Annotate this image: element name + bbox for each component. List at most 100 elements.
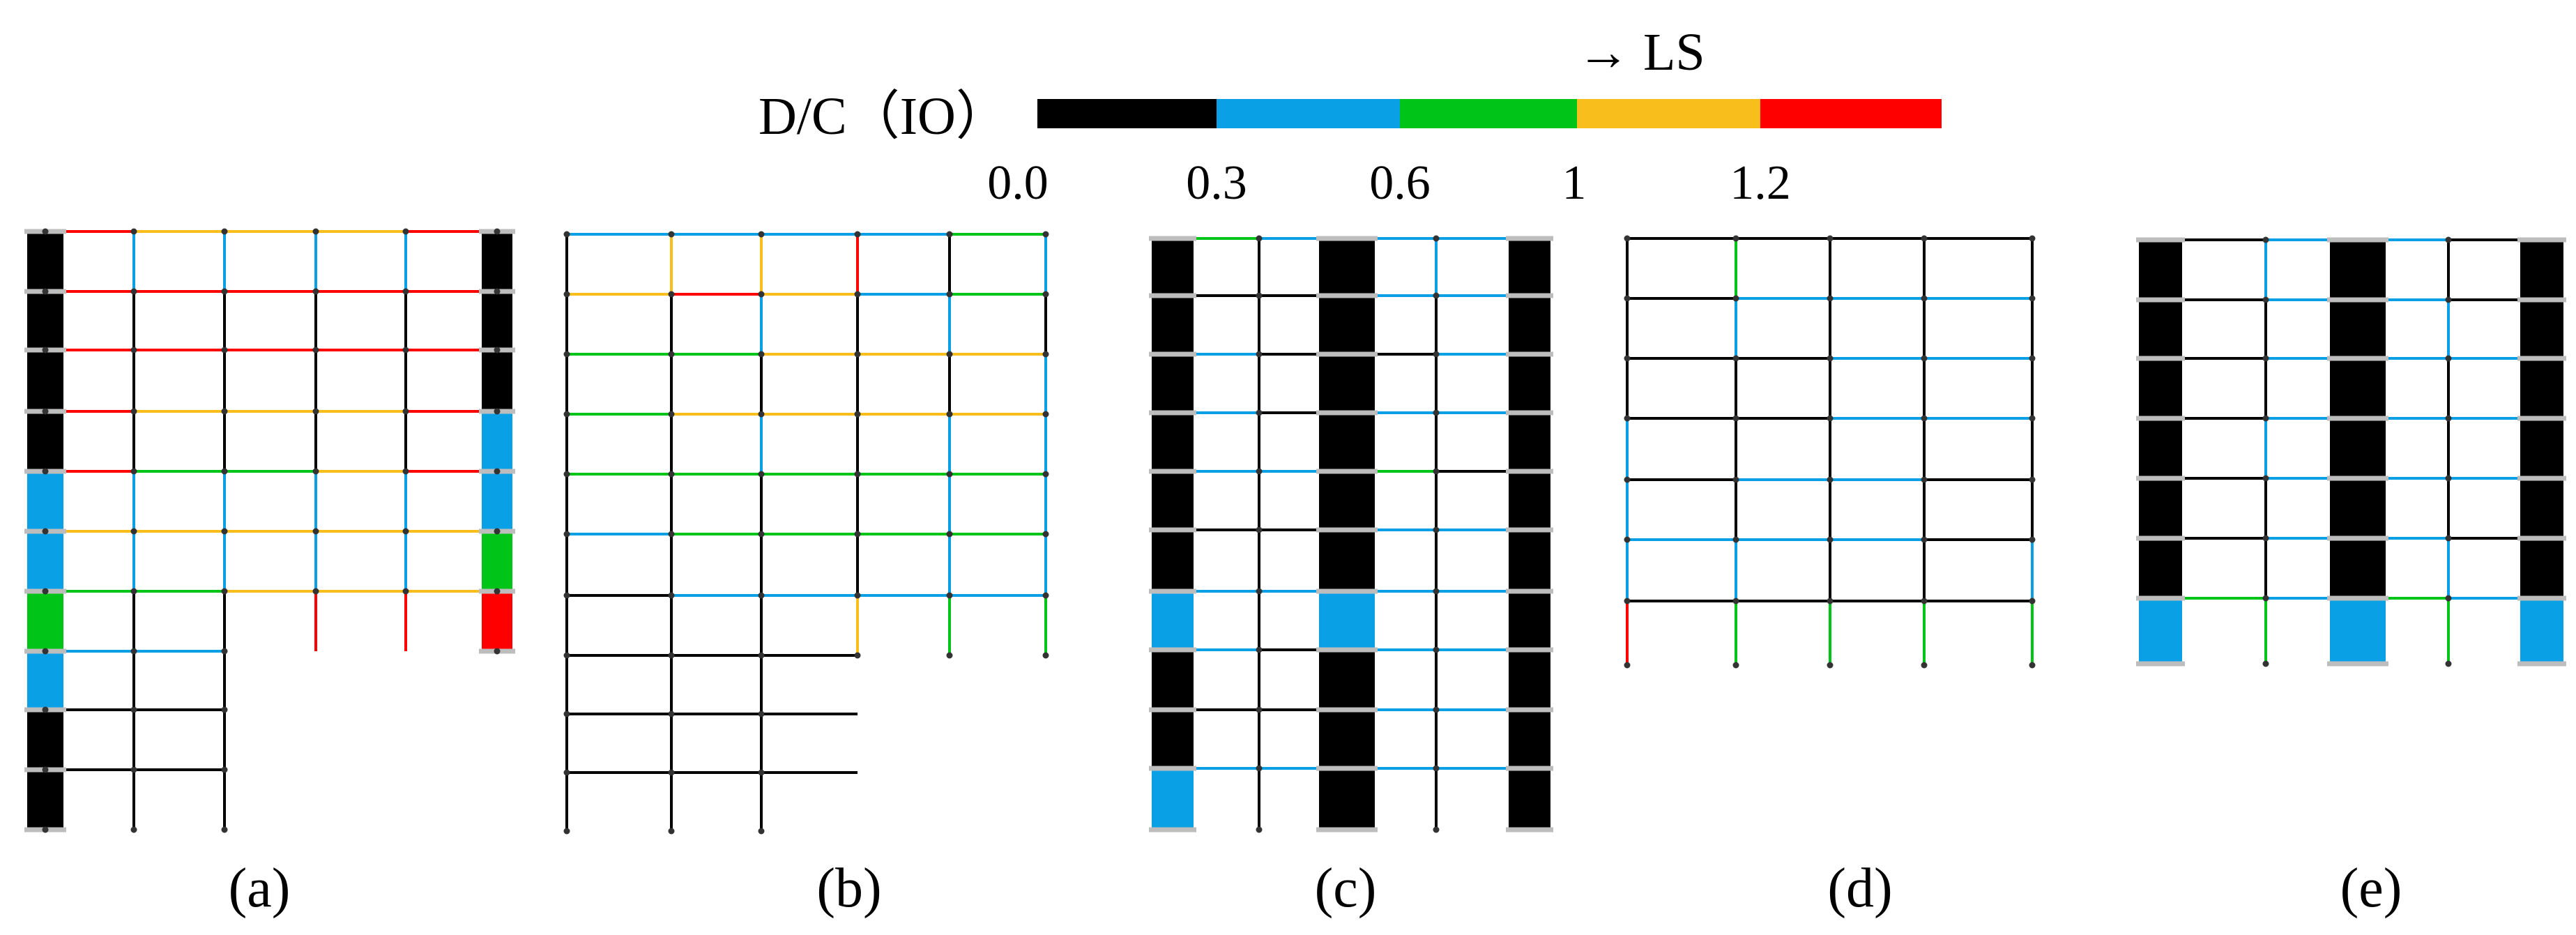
frame-joint: [2445, 475, 2452, 482]
shear-wall-segment: [27, 591, 63, 651]
frame-joint: [1433, 588, 1440, 595]
frame-joint: [1256, 292, 1263, 299]
shear-wall-segment: [2520, 478, 2563, 538]
shear-wall-segment: [1152, 413, 1194, 471]
shear-wall-segment: [1509, 354, 1550, 413]
frame-joint: [2029, 662, 2036, 669]
frame-joint: [312, 528, 319, 535]
frame-joint: [1256, 646, 1263, 653]
frame-joint: [854, 351, 861, 358]
frame-joint: [494, 228, 501, 235]
shear-wall-segment: [2520, 418, 2563, 478]
frame-joint: [221, 588, 228, 595]
frame-joint: [1827, 536, 1834, 543]
shear-wall-segment: [1509, 710, 1550, 768]
shear-wall-segment: [27, 471, 63, 531]
frame-joint: [130, 468, 137, 475]
frame-joint: [668, 351, 675, 358]
legend-segment-black: [1037, 99, 1217, 128]
shear-wall-segment: [482, 350, 512, 411]
legend-arrow-label: → LS: [1577, 23, 1705, 82]
frame-joint: [1624, 355, 1631, 362]
frame-joint: [221, 347, 228, 354]
shear-wall-segment: [1319, 471, 1375, 530]
frame-joint: [2262, 355, 2269, 362]
frame-joint: [563, 652, 570, 659]
frame-joint: [2445, 415, 2452, 422]
shear-wall-segment: [27, 291, 63, 350]
shear-wall-segment: [2330, 358, 2386, 418]
frame-joint: [2445, 296, 2452, 303]
frame-joint: [1624, 598, 1631, 605]
shear-wall-segment: [2520, 358, 2563, 418]
frame-joint: [2029, 355, 2036, 362]
shear-wall-segment: [1319, 768, 1375, 830]
frame-joint: [42, 648, 49, 655]
frame-joint: [1042, 411, 1049, 418]
frame-joint: [668, 531, 675, 538]
frame-joint: [1256, 706, 1263, 713]
frame-joint: [668, 769, 675, 776]
shear-wall-segment: [2330, 478, 2386, 538]
shear-wall-segment: [27, 531, 63, 591]
frame-joint: [1921, 355, 1928, 362]
legend-color-bar: [1037, 99, 1942, 128]
frame-joint: [494, 347, 501, 354]
frame-joint: [668, 592, 675, 599]
legend-tick-4: 1.2: [1730, 156, 1791, 210]
frame-joint: [1433, 646, 1440, 653]
frame-joint: [221, 228, 228, 235]
shear-wall-segment: [27, 710, 63, 770]
frame-joint: [42, 588, 49, 595]
frame-joint: [758, 531, 765, 538]
frame-joint: [758, 592, 765, 599]
panel-caption-d: (d): [1827, 858, 1892, 919]
frame-joint: [563, 592, 570, 599]
frame-joint: [1256, 826, 1263, 833]
frame-joint: [221, 766, 228, 773]
shear-wall-segment: [27, 770, 63, 830]
frame-joint: [946, 411, 953, 418]
shear-wall-segment: [1319, 591, 1375, 650]
shear-wall-segment: [2139, 240, 2182, 300]
frame-panel-d: [1624, 235, 2036, 669]
frame-joint: [758, 769, 765, 776]
shear-wall-segment: [2139, 300, 2182, 358]
legend-tick-1: 0.3: [1186, 156, 1247, 210]
frame-joint: [1256, 765, 1263, 772]
frame-joint: [402, 228, 409, 235]
frame-joint: [42, 766, 49, 773]
frame-joint: [1624, 235, 1631, 242]
frame-joint: [130, 347, 137, 354]
frame-joint: [1921, 295, 1928, 302]
frame-joint: [2029, 415, 2036, 422]
shear-wall-segment: [1152, 650, 1194, 710]
frame-joint: [946, 291, 953, 298]
frame-joint: [1624, 662, 1631, 669]
frame-joint: [1042, 471, 1049, 478]
frame-joint: [312, 468, 319, 475]
frame-joint: [402, 347, 409, 354]
shear-wall-segment: [2520, 538, 2563, 598]
frame-joint: [494, 528, 501, 535]
shear-wall-segment: [27, 350, 63, 411]
shear-wall-segment: [1152, 354, 1194, 413]
frame-joint: [2262, 236, 2269, 243]
frame-joint: [563, 531, 570, 538]
shear-wall-segment: [482, 531, 512, 591]
shear-wall-segment: [2139, 598, 2182, 664]
shear-wall-segment: [482, 591, 512, 651]
frame-joint: [946, 652, 953, 659]
frame-joint: [494, 288, 501, 295]
legend-title: D/C（IO）: [759, 87, 1009, 146]
frame-joint: [312, 408, 319, 415]
shear-wall-segment: [1319, 710, 1375, 768]
frame-joint: [221, 468, 228, 475]
shear-wall-segment: [1509, 238, 1550, 296]
frame-joint: [854, 291, 861, 298]
frame-joint: [563, 710, 570, 717]
shear-wall-segment: [2330, 598, 2386, 664]
frame-joint: [668, 652, 675, 659]
frame-joint: [402, 468, 409, 475]
shear-wall-segment: [1509, 591, 1550, 650]
